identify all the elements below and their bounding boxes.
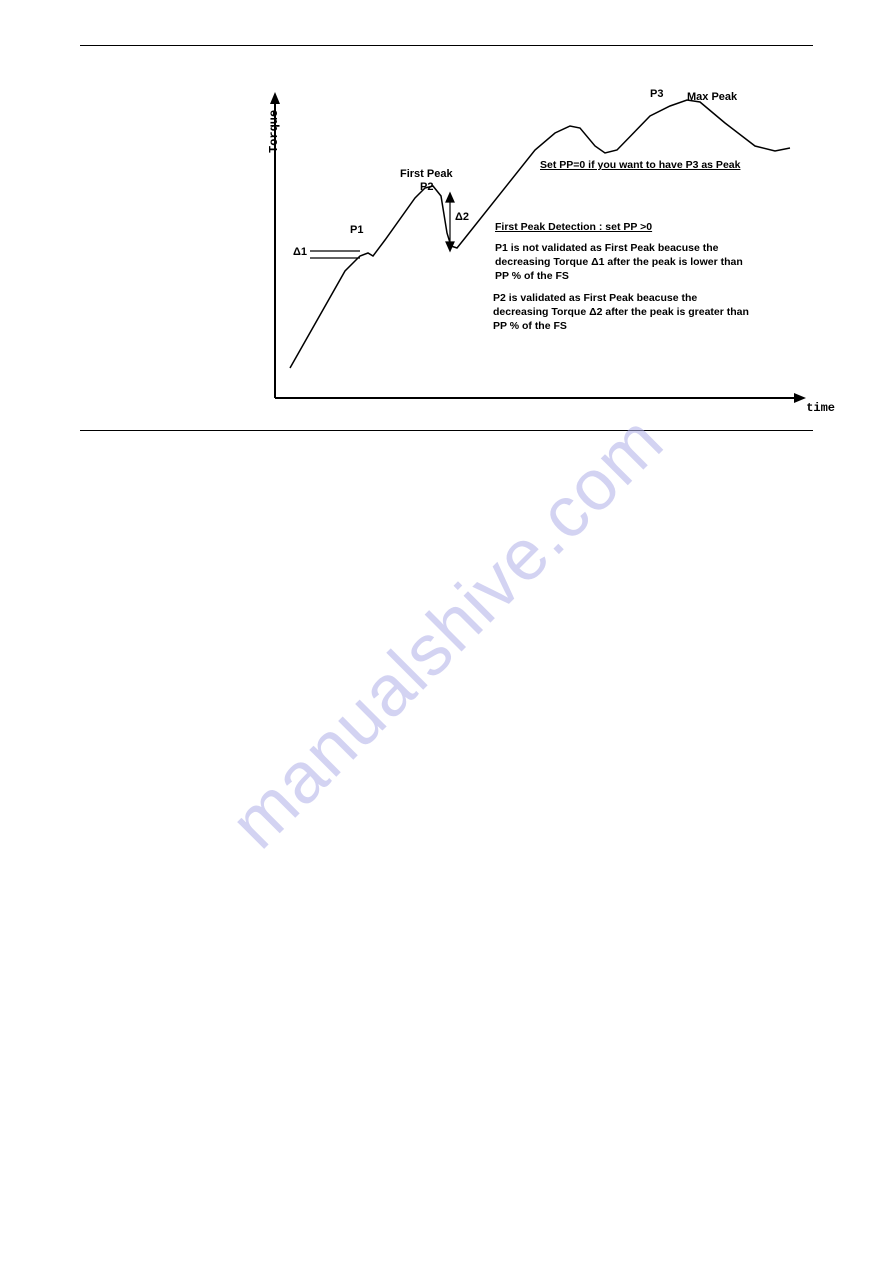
label-max-peak: Max Peak xyxy=(687,91,737,103)
top-horizontal-rule xyxy=(80,45,813,46)
annotation-first-peak-detection: First Peak Detection : set PP >0 xyxy=(495,220,652,234)
label-p2: P2 xyxy=(420,181,433,193)
y-axis-label: Torque xyxy=(267,110,281,153)
annotation-p2-explain: P2 is validated as First Peak beacuse th… xyxy=(493,291,753,334)
label-delta1: Δ1 xyxy=(293,246,307,258)
label-first-peak: First Peak xyxy=(400,168,453,180)
label-p1: P1 xyxy=(350,224,363,236)
annotation-p1-explain: P1 is not validated as First Peak beacus… xyxy=(495,241,755,284)
label-p3: P3 xyxy=(650,88,663,100)
label-delta2: Δ2 xyxy=(455,211,469,223)
watermark-text: manualshive.com xyxy=(214,399,679,864)
annotation-set-pp0: Set PP=0 if you want to have P3 as Peak xyxy=(540,158,740,172)
x-axis-label: time xyxy=(806,401,835,415)
bottom-horizontal-rule xyxy=(80,430,813,431)
torque-time-chart: Torque time Δ1 P1 First Peak P2 Δ2 P3 Ma… xyxy=(255,88,825,418)
